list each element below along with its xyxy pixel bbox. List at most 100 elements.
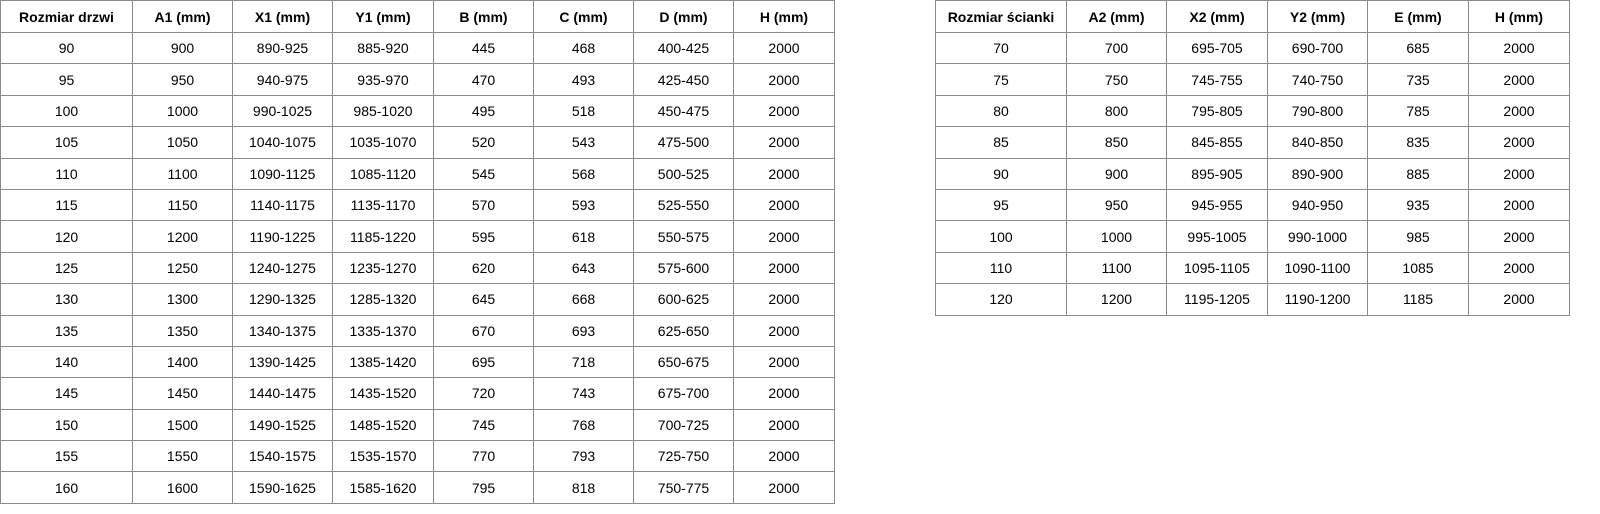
table-cell: 1200	[132, 220, 233, 253]
table-cell: 743	[533, 377, 634, 410]
table-cell: 1535-1570	[332, 440, 434, 473]
column-header: H (mm)	[1468, 0, 1570, 33]
table-row: 140 1400 1390-1425 1385-1420 695 718 650-675 20…	[0, 345, 835, 379]
table-cell: 595	[433, 220, 534, 253]
table-cell: 520	[433, 126, 534, 159]
table-cell: 120	[935, 283, 1067, 316]
table-cell: 140	[0, 345, 133, 379]
table-cell: 80	[935, 94, 1067, 128]
table-cell: 693	[533, 314, 634, 347]
column-header: A2 (mm)	[1066, 0, 1167, 33]
table-cell: 90	[0, 31, 133, 65]
table-cell: 700-725	[633, 408, 734, 442]
table-cell: 890-900	[1267, 157, 1368, 190]
table-cell: 740-750	[1267, 63, 1368, 96]
table-cell: 2000	[1468, 94, 1570, 128]
table-cell: 2000	[733, 345, 835, 379]
table-cell: 1385-1420	[332, 345, 434, 379]
table-row: 135 1350 1340-1375 1335-1370 670 693 625-650 20…	[0, 314, 835, 347]
table-cell: 1090-1125	[232, 157, 333, 190]
table-cell: 795	[433, 471, 534, 504]
table-cell: 95	[935, 188, 1067, 222]
table-row: 90 900 890-925 885-920 445 468 400-425 2000	[0, 31, 835, 65]
table-cell: 1040-1075	[232, 126, 333, 159]
table-cell: 725-750	[633, 440, 734, 473]
table-cell: 800	[1066, 94, 1167, 128]
table-cell: 675-700	[633, 377, 734, 410]
table-cell: 155	[0, 440, 133, 473]
table-row: 130 1300 1290-1325 1285-1320 645 668 600-625 20…	[0, 283, 835, 316]
table-cell: 75	[935, 63, 1067, 96]
table-cell: 1090-1100	[1267, 251, 1368, 285]
table-cell: 2000	[1468, 188, 1570, 222]
table-cell: 1100	[132, 157, 233, 190]
table-cell: 618	[533, 220, 634, 253]
table-cell: 130	[0, 283, 133, 316]
table-row: 95 950 940-975 935-970 470 493 425-450 2000	[0, 63, 835, 96]
table-cell: 2000	[733, 408, 835, 442]
table-cell: 95	[0, 63, 133, 96]
table-row: 120 1200 1195-1205 1190-1200 1185 2000	[935, 283, 1570, 316]
table-cell: 1450	[132, 377, 233, 410]
table-cell: 500-525	[633, 157, 734, 190]
table-row: 95 950 945-955 940-950 935 2000	[935, 188, 1570, 222]
table-row: 110 1100 1090-1125 1085-1120 545 568 500-525 20…	[0, 157, 835, 190]
header-row: Rozmiar ścianki A2 (mm) X2 (mm) Y2 (mm) E (m…	[935, 0, 1570, 33]
table-cell: 1035-1070	[332, 126, 434, 159]
table-row: 90 900 895-905 890-900 885 2000	[935, 157, 1570, 190]
table-cell: 1000	[132, 94, 233, 128]
table-cell: 1335-1370	[332, 314, 434, 347]
table-cell: 1400	[132, 345, 233, 379]
table-cell: 1000	[1066, 220, 1167, 253]
table-cell: 2000	[1468, 251, 1570, 285]
table-cell: 1195-1205	[1166, 283, 1268, 316]
wall-dimensions-table: Rozmiar ścianki A2 (mm) X2 (mm) Y2 (mm) E (m…	[935, 0, 1570, 316]
table-row: 85 850 845-855 840-850 835 2000	[935, 126, 1570, 159]
table-cell: 2000	[733, 157, 835, 190]
table-cell: 840-850	[1267, 126, 1368, 159]
column-header: Rozmiar drzwi	[0, 0, 133, 33]
table-cell: 160	[0, 471, 133, 504]
table-cell: 620	[433, 251, 534, 285]
table-cell: 1240-1275	[232, 251, 333, 285]
table-cell: 1435-1520	[332, 377, 434, 410]
column-header: C (mm)	[533, 0, 634, 33]
table-cell: 2000	[1468, 220, 1570, 253]
table-cell: 2000	[733, 440, 835, 473]
table-cell: 525-550	[633, 188, 734, 222]
table-row: 125 1250 1240-1275 1235-1270 620 643 575-600 20…	[0, 251, 835, 285]
table-cell: 793	[533, 440, 634, 473]
column-header: X1 (mm)	[232, 0, 333, 33]
column-header: Y1 (mm)	[332, 0, 434, 33]
table-cell: 940-975	[232, 63, 333, 96]
table-cell: 2000	[733, 251, 835, 285]
table-cell: 105	[0, 126, 133, 159]
table-cell: 110	[0, 157, 133, 190]
table-cell: 1440-1475	[232, 377, 333, 410]
table-cell: 1390-1425	[232, 345, 333, 379]
table-cell: 1050	[132, 126, 233, 159]
table-cell: 1500	[132, 408, 233, 442]
table-cell: 768	[533, 408, 634, 442]
table-cell: 650-675	[633, 345, 734, 379]
table-cell: 600-625	[633, 283, 734, 316]
header-row: Rozmiar drzwi A1 (mm) X1 (mm) Y1 (mm) B (mm)…	[0, 0, 835, 33]
table-cell: 493	[533, 63, 634, 96]
table-cell: 2000	[733, 314, 835, 347]
table-cell: 1285-1320	[332, 283, 434, 316]
table-cell: 470	[433, 63, 534, 96]
table-cell: 2000	[733, 220, 835, 253]
table-cell: 1600	[132, 471, 233, 504]
table-cell: 85	[935, 126, 1067, 159]
table-cell: 670	[433, 314, 534, 347]
column-header: B (mm)	[433, 0, 534, 33]
table-cell: 985-1020	[332, 94, 434, 128]
table-cell: 1095-1105	[1166, 251, 1268, 285]
table-cell: 1590-1625	[232, 471, 333, 504]
table-cell: 2000	[733, 31, 835, 65]
table-cell: 100	[0, 94, 133, 128]
table-cell: 950	[1066, 188, 1167, 222]
table-cell: 990-1000	[1267, 220, 1368, 253]
table-cell: 125	[0, 251, 133, 285]
table-cell: 695-705	[1166, 31, 1268, 65]
